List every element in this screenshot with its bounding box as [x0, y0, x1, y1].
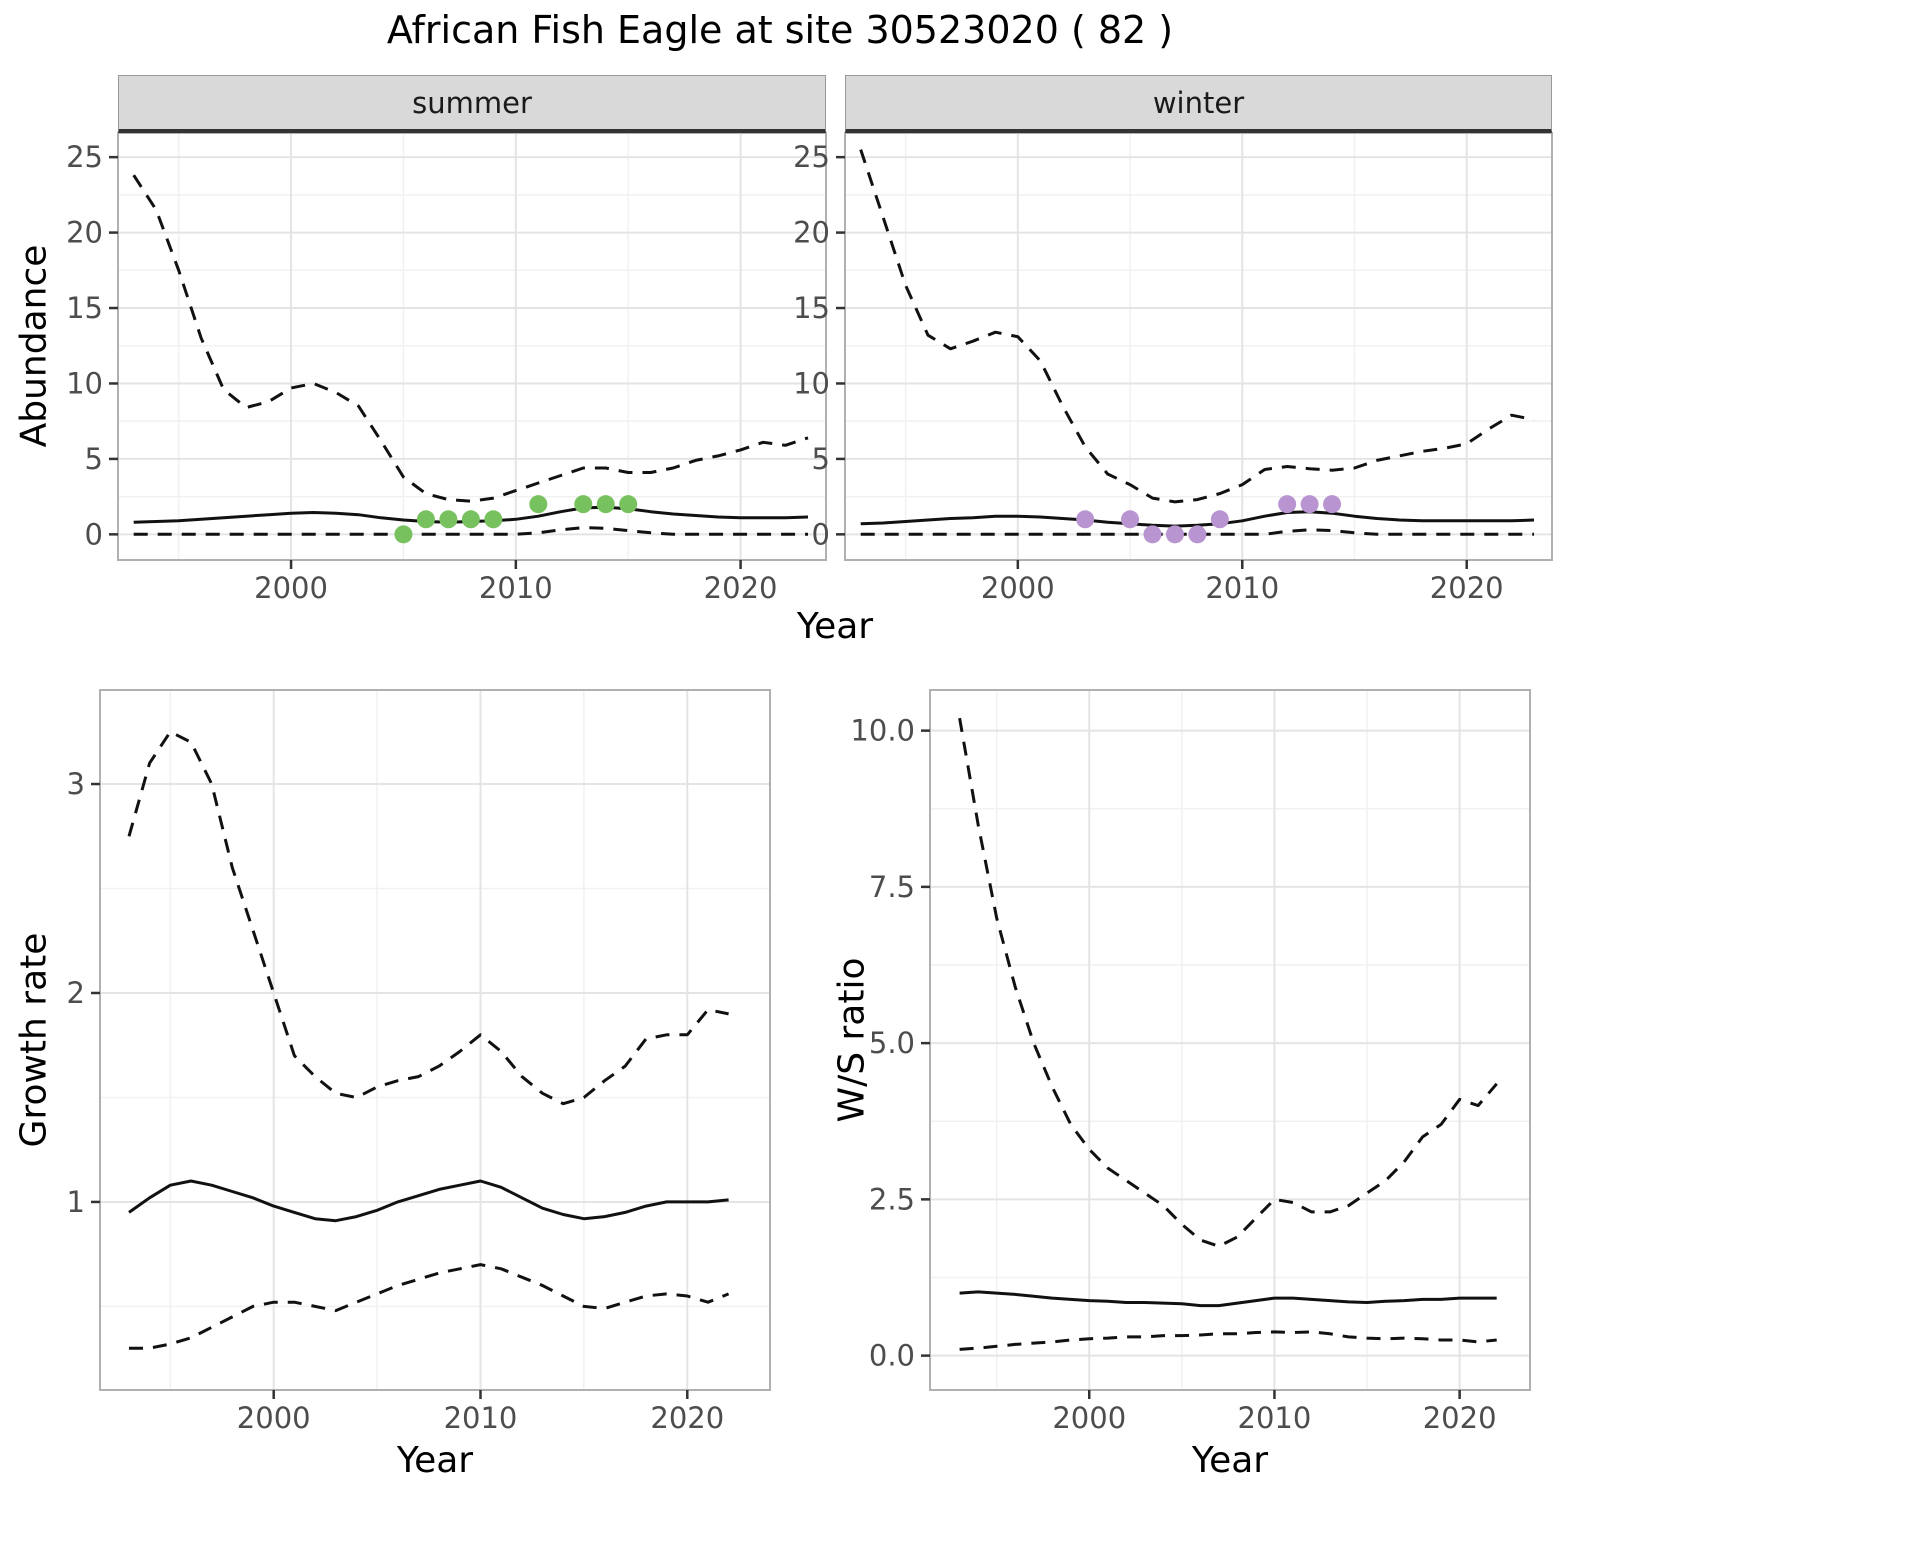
abundance-summer-x-tick-label: 2020: [704, 571, 778, 605]
summer-observation-point: [439, 510, 458, 529]
summer-observation-point: [484, 510, 503, 529]
winter-observation-point: [1143, 525, 1162, 544]
summer-observation-point: [416, 510, 435, 529]
ws-ratio-x-tick-label: 2010: [1238, 1401, 1312, 1435]
ws-ratio-panel-border: [929, 689, 1531, 1391]
abundance-winter-x-tick-label: 2010: [1205, 571, 1279, 605]
ws-ratio-y-tick-label: 2.5: [869, 1182, 915, 1216]
winter-observation-point: [1278, 495, 1297, 514]
growth-rate-upper-ci-line: [127, 730, 729, 1106]
abundance-winter-x-tick-label: 2020: [1430, 571, 1504, 605]
ws-ratio-y-tick-label: 10.0: [850, 714, 915, 748]
abundance-summer-y-tick-label: 15: [66, 291, 103, 325]
growth-rate-x-tick-label: 2010: [444, 1401, 518, 1435]
abundance-summer-y-tick-label: 10: [66, 366, 103, 400]
growth-rate-y-tick-label: 2: [67, 976, 85, 1010]
abundance-winter-y-tick-label: 20: [793, 216, 830, 250]
summer-observation-point: [461, 510, 480, 529]
ws-ratio-y-tick-label: 7.5: [869, 870, 915, 904]
ws-ratio-y-tick-label: 0.0: [869, 1339, 915, 1373]
summer-observation-point: [394, 525, 413, 544]
abundance-summer-panel-border: [117, 132, 827, 561]
summer-observation-point: [574, 495, 593, 514]
abundance-summer-x-tick-label: 2000: [254, 571, 328, 605]
y-axis-title-ws-ratio: W/S ratio: [831, 957, 873, 1123]
abundance-winter-median-line: [860, 510, 1535, 528]
facet-strip-summer-label: summer: [412, 85, 532, 120]
growth-rate-x-tick-label: 2020: [650, 1401, 724, 1435]
summer-observation-point: [619, 495, 638, 514]
facet-strip-winter: winter: [845, 75, 1552, 133]
abundance-winter-y-tick-label: 15: [793, 291, 830, 325]
abundance-winter-panel-border: [844, 132, 1553, 561]
x-axis-title-ws-ratio: Year: [1191, 1440, 1269, 1481]
abundance-summer-lower-ci-line: [133, 526, 808, 536]
ws-ratio-lower-ci-line: [959, 1330, 1497, 1351]
abundance-winter-x-tick-label: 2000: [981, 571, 1055, 605]
ws-ratio-upper-ci-line: [958, 717, 1498, 1248]
abundance-winter-y-tick-label: 0: [812, 517, 830, 551]
winter-observation-point: [1076, 510, 1095, 529]
abundance-summer-y-tick-label: 0: [85, 517, 103, 551]
x-axis-title-top: Year: [796, 606, 874, 647]
ws-ratio-x-tick-label: 2020: [1423, 1401, 1497, 1435]
y-axis-title-abundance: Abundance: [13, 244, 55, 448]
abundance-winter-y-tick-label: 10: [793, 366, 830, 400]
ws-ratio-y-tick-label: 5.0: [869, 1026, 915, 1060]
y-axis-title-growth-rate: Growth rate: [13, 932, 55, 1148]
abundance-winter-y-tick-label: 25: [793, 140, 830, 174]
ws-ratio-median-line: [959, 1290, 1497, 1308]
plot-title: African Fish Eagle at site 30523020 ( 82…: [386, 8, 1174, 52]
growth-rate-y-tick-label: 3: [67, 767, 85, 801]
abundance-summer-y-tick-label: 5: [85, 442, 103, 476]
abundance-summer-upper-ci-line: [132, 174, 809, 503]
winter-observation-point: [1121, 510, 1140, 529]
abundance-summer-y-tick-label: 25: [66, 140, 103, 174]
ws-ratio-panel: 2000 2010 2020 0.0 2.5 5.0 7.5 10.0: [850, 689, 1531, 1435]
facet-strip-winter-label: winter: [1152, 85, 1245, 120]
abundance-winter-panel: 2000 2010 2020 0 5 10 15 20 25: [793, 132, 1553, 605]
abundance-summer-y-tick-label: 20: [66, 216, 103, 250]
growth-rate-median-line: [128, 1179, 729, 1223]
growth-rate-x-tick-label: 2000: [237, 1401, 311, 1435]
ws-ratio-x-tick-label: 2000: [1052, 1401, 1126, 1435]
winter-observation-point: [1300, 495, 1319, 514]
winter-observation-point: [1210, 510, 1229, 529]
winter-observation-point: [1165, 525, 1184, 544]
summer-observation-point: [529, 495, 548, 514]
facet-strip-summer: summer: [118, 75, 826, 133]
winter-observation-point: [1323, 495, 1342, 514]
growth-rate-lower-ci-line: [129, 1263, 730, 1350]
abundance-summer-x-tick-label: 2010: [479, 571, 553, 605]
winter-observation-point: [1188, 525, 1207, 544]
growth-rate-panel-border: [99, 689, 771, 1391]
abundance-winter-upper-ci-line: [859, 149, 1535, 504]
growth-rate-y-tick-label: 1: [67, 1185, 85, 1219]
growth-rate-panel: 2000 2010 2020 1 2 3: [67, 689, 771, 1435]
summer-observation-point: [596, 495, 615, 514]
x-axis-title-growth-rate: Year: [396, 1440, 474, 1481]
abundance-winter-y-tick-label: 5: [812, 442, 830, 476]
